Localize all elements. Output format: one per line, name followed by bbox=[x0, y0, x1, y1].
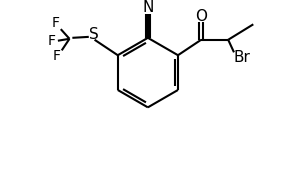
Text: N: N bbox=[142, 0, 154, 15]
Text: F: F bbox=[53, 49, 61, 63]
Text: Br: Br bbox=[233, 50, 250, 65]
Text: F: F bbox=[48, 34, 56, 48]
Text: S: S bbox=[89, 27, 98, 42]
Text: O: O bbox=[195, 9, 207, 24]
Text: F: F bbox=[52, 16, 60, 30]
